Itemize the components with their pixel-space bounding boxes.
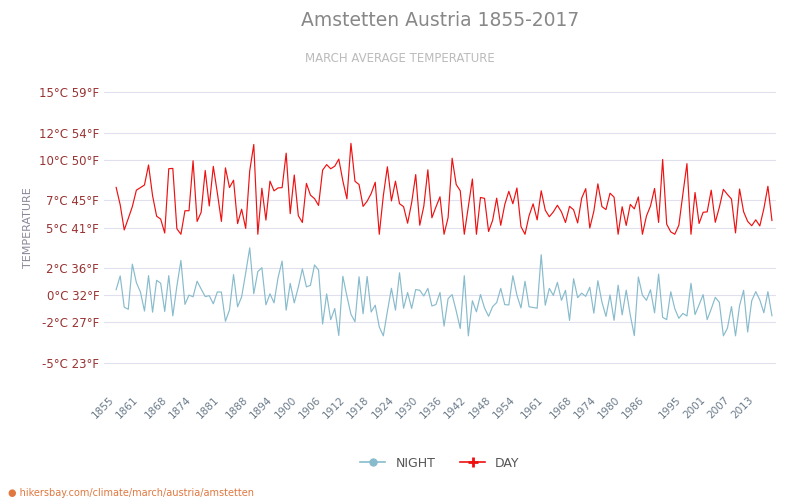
Text: MARCH AVERAGE TEMPERATURE: MARCH AVERAGE TEMPERATURE — [305, 52, 495, 66]
Legend: NIGHT, DAY: NIGHT, DAY — [355, 452, 525, 475]
Y-axis label: TEMPERATURE: TEMPERATURE — [23, 187, 34, 268]
Title: Amstetten Austria 1855-2017: Amstetten Austria 1855-2017 — [301, 11, 579, 30]
Text: ● hikersbay.com/climate/march/austria/amstetten: ● hikersbay.com/climate/march/austria/am… — [8, 488, 254, 498]
